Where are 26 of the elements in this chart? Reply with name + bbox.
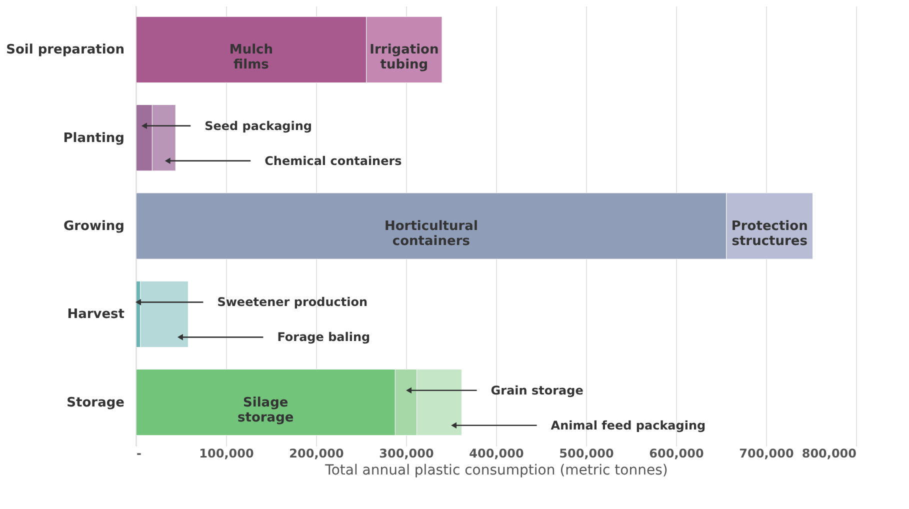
series-label: Mulch films [229, 42, 274, 73]
series-label: Irrigation tubing [370, 42, 439, 73]
y-tick-label: Soil preparation [6, 42, 124, 58]
text: Animal feed packaging [550, 418, 706, 432]
series-label: Silage storage [238, 395, 294, 426]
x-tick-label: 300,000 [379, 446, 434, 460]
text: Forage baling [277, 330, 370, 344]
y-tick-label: Growing [63, 219, 124, 234]
x-tick-label: 400,000 [469, 446, 524, 460]
x-tick-label: 500,000 [559, 446, 614, 460]
x-tick-label: 600,000 [649, 446, 704, 460]
text: Seed packaging [204, 118, 312, 133]
text: Grain storage [490, 383, 584, 398]
y-tick-label: Harvest [67, 307, 124, 322]
y-tick-label: Storage [66, 395, 125, 410]
series-label: Protection structures [731, 219, 808, 249]
x-tick-label: 100,000 [199, 446, 254, 460]
y-tick-label: Planting [63, 130, 124, 146]
x-axis-title: Total annual plastic consumption (metric tonnes) [324, 462, 668, 478]
x-tick-label: - [136, 446, 142, 460]
x-tick-label: 800,000 [802, 446, 856, 460]
text: Sweetener production [217, 295, 368, 310]
text: Chemical containers [264, 154, 402, 168]
x-tick-label: 200,000 [289, 446, 344, 460]
series-label: Horticultural containers [384, 219, 478, 249]
x-tick-label: 700,000 [739, 446, 794, 460]
